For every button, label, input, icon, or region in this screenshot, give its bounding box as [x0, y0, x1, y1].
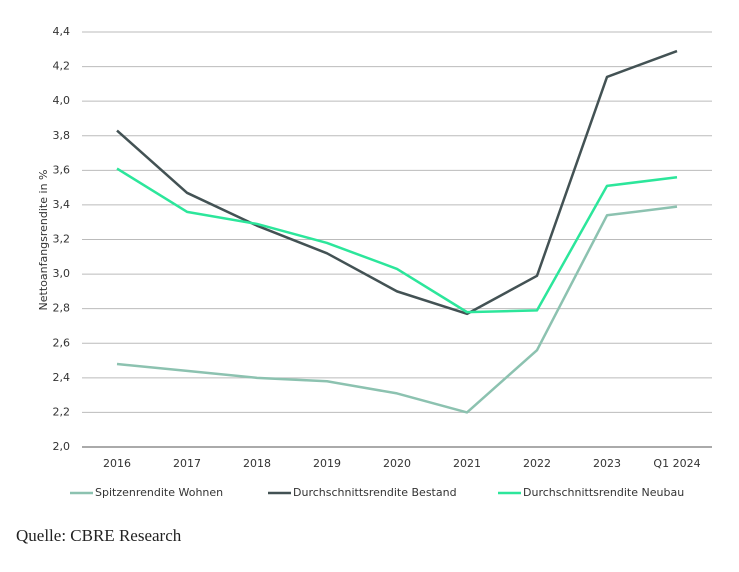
x-tick-label: 2022 [523, 457, 551, 470]
y-tick-label: 3,8 [53, 129, 71, 142]
y-tick-label: 4,0 [53, 94, 71, 107]
y-tick-label: 3,6 [53, 163, 71, 176]
y-tick-label: 2,8 [53, 302, 71, 315]
x-tick-label: 2021 [453, 457, 481, 470]
legend-label: Durchschnittsrendite Bestand [293, 486, 457, 499]
legend-label: Spitzenrendite Wohnen [95, 486, 223, 499]
series-line [116, 167, 678, 314]
y-axis-label: Nettoanfangsrendite in % [37, 170, 50, 311]
x-tick-label: 2023 [593, 457, 621, 470]
source: Quelle: CBRE Research [16, 526, 182, 545]
y-tick-label: 2,0 [53, 440, 71, 453]
series-line [116, 49, 678, 316]
x-tick-label: 2018 [243, 457, 271, 470]
y-tick-label: 4,2 [53, 60, 71, 73]
legend-label: Durchschnittsrendite Neubau [523, 486, 684, 499]
y-tick-label: 3,2 [53, 233, 71, 246]
x-tick-label: 2019 [313, 457, 341, 470]
y-tick-label: 2,4 [53, 371, 71, 384]
x-tick-label: 2016 [103, 457, 131, 470]
y-tick-label: 2,6 [53, 336, 71, 349]
x-tick-label: Q1 2024 [653, 457, 700, 470]
y-tick-label: 4,4 [53, 25, 71, 38]
x-tick-label: 2020 [383, 457, 411, 470]
y-tick-label: 3,4 [53, 198, 71, 211]
x-tick-label: 2017 [173, 457, 201, 470]
y-tick-label: 3,0 [53, 267, 71, 280]
y-tick-label: 2,2 [53, 405, 71, 418]
series-line [116, 205, 678, 414]
